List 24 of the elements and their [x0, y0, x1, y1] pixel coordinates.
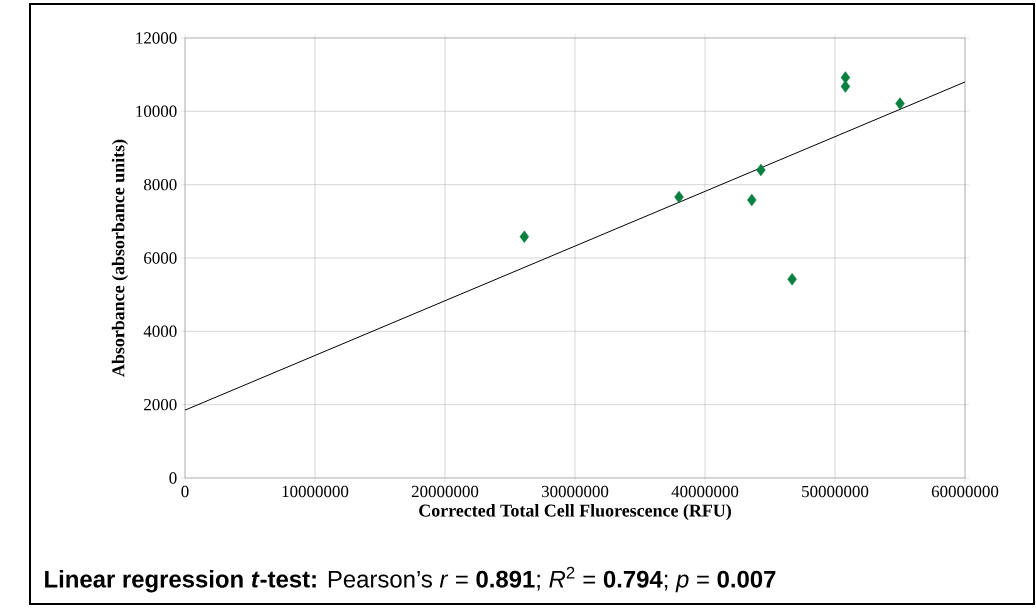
x-tick-label: 50000000	[802, 485, 869, 498]
x-tick-label: 20000000	[411, 485, 479, 498]
y-tick-label: 0	[169, 472, 177, 484]
point	[674, 190, 684, 204]
y-tick-label: 4000	[143, 325, 177, 338]
point	[519, 230, 530, 243]
y-tick-label: 12000	[136, 32, 177, 44]
y-tick-label: 8000	[144, 178, 177, 191]
point	[747, 193, 757, 207]
point	[840, 80, 851, 93]
point	[787, 273, 797, 286]
y-tick-label: 6000	[144, 252, 177, 264]
y-tick-label: 10000	[136, 105, 177, 118]
x-tick-label: 0	[181, 485, 189, 498]
x-tick-label: 10000000	[282, 485, 349, 498]
x-tick-label: 40000000	[671, 485, 739, 498]
point	[756, 163, 766, 177]
y-axis-title: Absorbance (absorbance units)	[111, 139, 129, 377]
point	[895, 97, 905, 110]
x-tick-label: 30000000	[541, 485, 609, 498]
y-tick-label: 2000	[144, 398, 177, 411]
x-tick-label: 60000000	[931, 485, 999, 498]
text: Linear regression t-test: Pearson’s r = 0.891; R$^{2}$ = 0.794; p = 0.007	[45, 566, 776, 593]
x-axis-title: Corrected Total Cell Fluorescence (RFU)	[419, 504, 731, 521]
